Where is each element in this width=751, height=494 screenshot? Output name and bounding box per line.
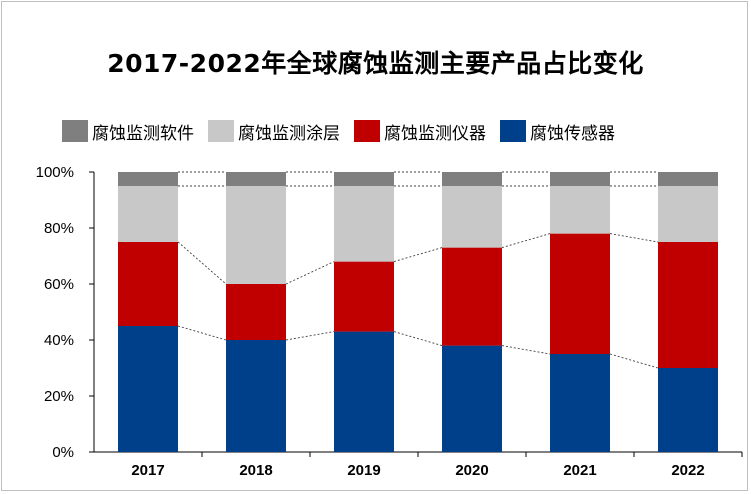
series-connector-line (177, 241, 227, 285)
x-tick-label: 2018 (239, 462, 272, 479)
bar-segment (658, 242, 718, 368)
y-tick-label: 40% (44, 332, 74, 349)
series-connector-line (393, 331, 443, 347)
bar-segment (226, 172, 286, 186)
bar-segment (442, 172, 502, 186)
bar-segment (550, 186, 610, 234)
x-tick-label: 2017 (131, 462, 164, 479)
bar-segment (658, 368, 718, 452)
legend-swatch (62, 120, 88, 142)
legend-item: 腐蚀监测涂层 (208, 119, 340, 144)
x-tick-label: 2021 (563, 462, 596, 479)
bar-segment (442, 186, 502, 248)
bar-segment (658, 186, 718, 242)
bar-segment (226, 284, 286, 340)
bar-segment (334, 186, 394, 262)
legend-label: 腐蚀监测仪器 (384, 123, 486, 144)
bar-segment (118, 242, 178, 326)
y-tick-label: 80% (44, 220, 74, 237)
bar-segment (550, 172, 610, 186)
series-connector-line (609, 233, 659, 243)
legend-swatch (354, 120, 380, 142)
y-tick-label: 0% (52, 444, 74, 461)
y-tick-label: 60% (44, 276, 74, 293)
legend-label: 腐蚀传感器 (530, 123, 615, 144)
legend-item: 腐蚀传感器 (500, 119, 615, 144)
bar-segment (442, 345, 502, 452)
bar-segment (658, 172, 718, 186)
bar-segment (226, 186, 286, 284)
bar-segment (118, 172, 178, 186)
series-connector-line (501, 345, 551, 355)
legend-swatch (500, 120, 526, 142)
legend-item: 腐蚀监测软件 (62, 119, 194, 144)
bar-segment (334, 172, 394, 186)
y-tick-label: 20% (44, 388, 74, 405)
bar-segment (118, 326, 178, 452)
legend-swatch (208, 120, 234, 142)
legend-label: 腐蚀监测涂层 (238, 123, 340, 144)
bar-segment (226, 340, 286, 452)
series-connector-line (393, 247, 443, 263)
legend-label: 腐蚀监测软件 (92, 123, 194, 144)
y-tick-label: 100% (36, 164, 74, 181)
chart-legend: 腐蚀监测软件 腐蚀监测涂层 腐蚀监测仪器 腐蚀传感器 (62, 119, 629, 144)
bar-segment (334, 261, 394, 332)
bar-segment (118, 186, 178, 242)
series-connector-line (285, 261, 335, 285)
bar-segment (550, 233, 610, 354)
series-connector-line (177, 325, 227, 341)
bar-segment (442, 247, 502, 346)
x-tick-label: 2022 (671, 462, 704, 479)
series-connector-line (285, 331, 335, 341)
x-tick-label: 2020 (455, 462, 488, 479)
bar-segment (550, 354, 610, 452)
legend-item: 腐蚀监测仪器 (354, 119, 486, 144)
x-tick-label: 2019 (347, 462, 380, 479)
bar-segment (334, 331, 394, 452)
chart-title: 2017-2022年全球腐蚀监测主要产品占比变化 (107, 49, 644, 78)
series-connector-line (609, 353, 659, 369)
series-connector-line (501, 233, 551, 249)
